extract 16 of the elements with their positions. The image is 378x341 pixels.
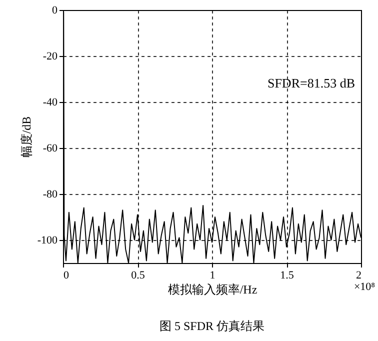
y-tick-label: -80 — [42, 188, 58, 200]
y-tick-label: -100 — [37, 234, 58, 246]
annotation: SFDR=81.53 dB — [267, 75, 356, 90]
x-tick-label: 0 — [64, 270, 70, 282]
y-axis-title: 幅度/dB — [19, 116, 34, 158]
x-tick-label: 2 — [356, 270, 362, 282]
x-tick-label: 0.5 — [131, 270, 146, 282]
x-tick-label: 1.5 — [280, 270, 294, 282]
y-tick-label: 0 — [52, 4, 58, 16]
y-tick-label: -40 — [42, 96, 58, 108]
y-tick-label: -20 — [42, 50, 58, 62]
x-axis-title: 模拟输入频率/Hz — [168, 282, 258, 296]
x-tick-label: 1 — [210, 270, 216, 282]
text: ×10⁸ — [354, 281, 376, 293]
y-tick-label: -60 — [42, 142, 58, 154]
text: 图 5 SFDR 仿真结果 — [159, 319, 265, 333]
